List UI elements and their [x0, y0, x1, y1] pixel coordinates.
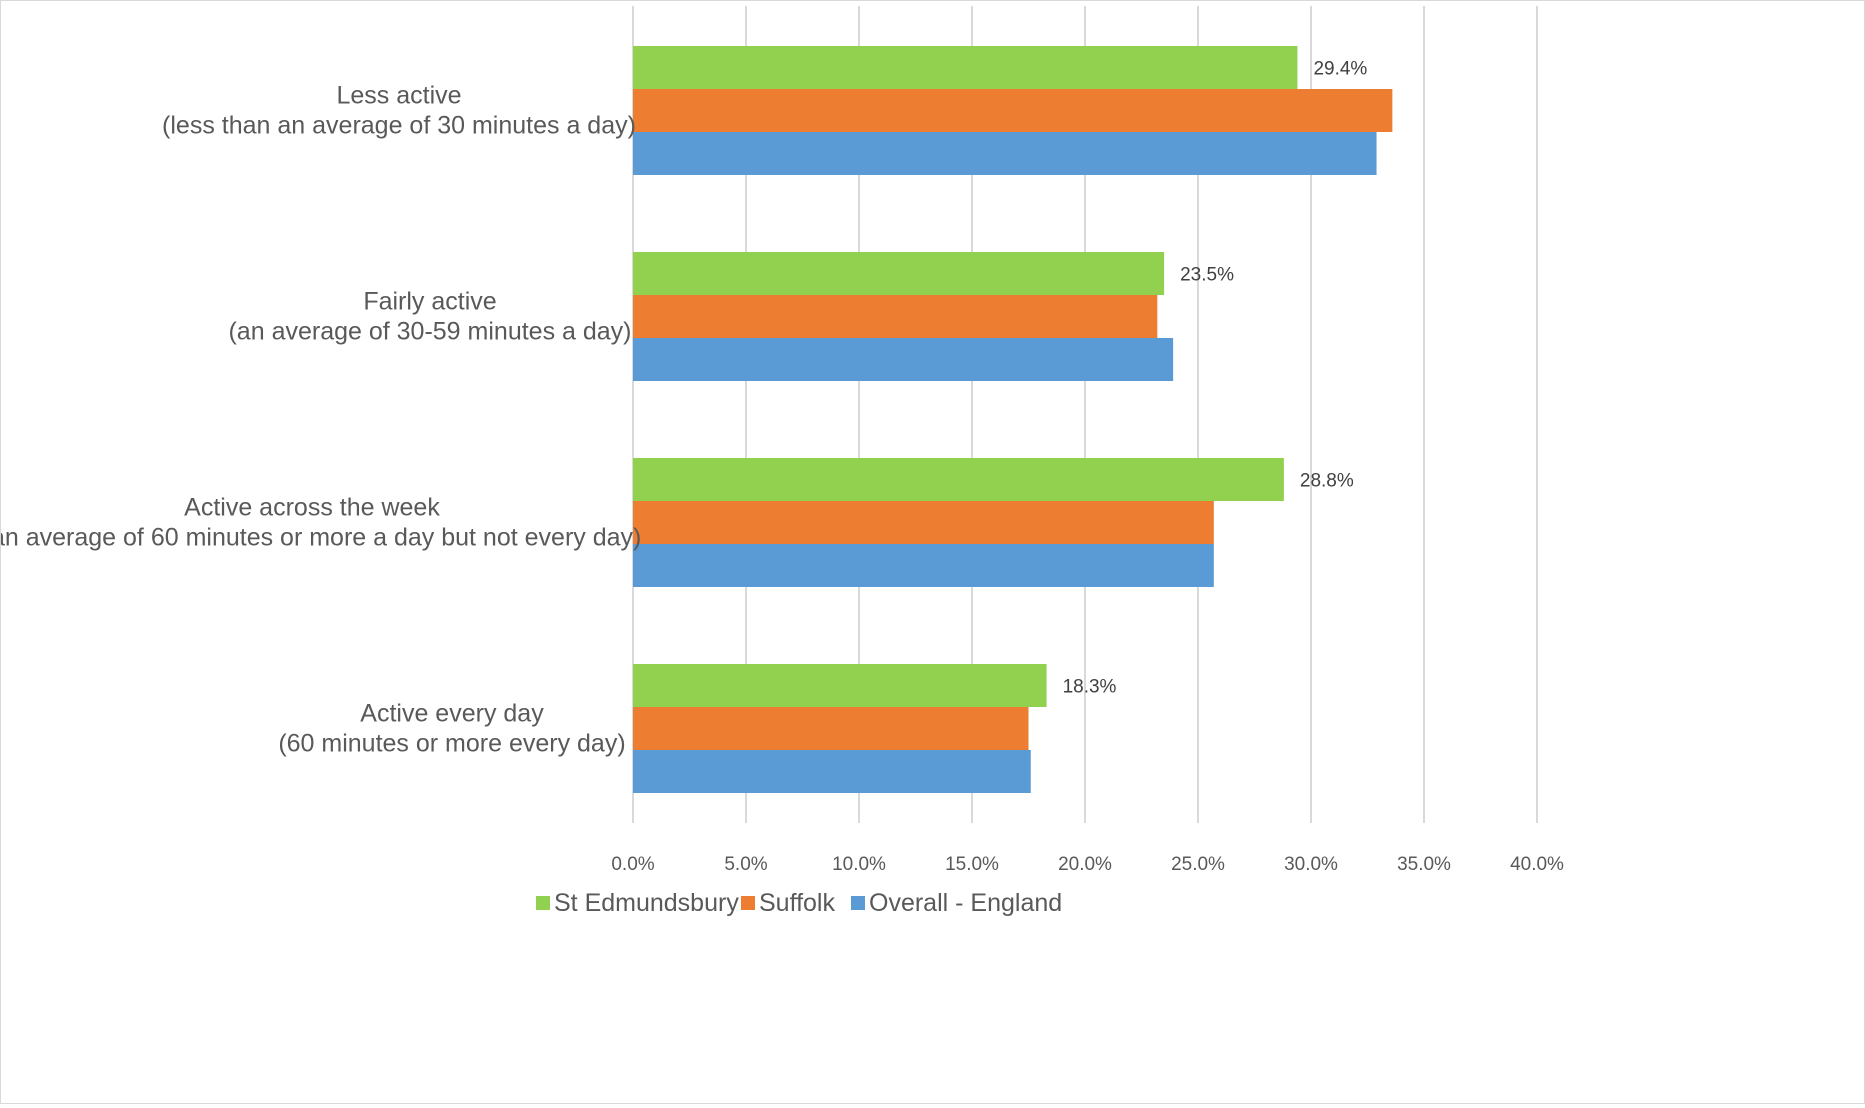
data-label: 28.8% [1300, 471, 1354, 492]
category-label: Active across the week [184, 494, 440, 522]
bar [633, 252, 1165, 295]
bar [633, 338, 1174, 381]
bar [633, 89, 1393, 132]
legend-swatch [851, 896, 865, 910]
legend-swatch [741, 896, 755, 910]
bar [633, 750, 1031, 793]
data-labels: 29.4% 23.5% 28.8% 18.3% [1063, 59, 1368, 698]
bar [633, 46, 1298, 89]
category-label: (60 minutes or more every day) [278, 730, 625, 758]
bar [633, 707, 1029, 750]
tick-label: 25.0% [1171, 854, 1225, 875]
x-axis-tick-labels: 0.0% 5.0% 10.0% 15.0% 20.0% 25.0% 30.0% 35.0% 40… [611, 854, 1564, 875]
category-labels: Less active(less than an average of 30 m… [0, 82, 641, 758]
category-label: Active every day [360, 700, 544, 728]
category-label: (an average of 60 minutes or more a day … [1, 524, 641, 552]
category-label: Less active [336, 82, 461, 110]
legend-label: Suffolk [759, 889, 835, 917]
category-label: Fairly active [363, 288, 496, 316]
data-label: 23.5% [1180, 265, 1234, 286]
legend: St Edmundsbury Suffolk Overall - England [536, 889, 1062, 917]
bars [633, 46, 1393, 793]
bar [633, 458, 1284, 501]
bar [633, 501, 1214, 544]
tick-label: 0.0% [611, 854, 654, 875]
category-label: (an average of 30-59 minutes a day) [228, 318, 631, 346]
tick-label: 15.0% [945, 854, 999, 875]
tick-label: 40.0% [1510, 854, 1564, 875]
bar [633, 132, 1377, 175]
data-label: 18.3% [1063, 677, 1117, 698]
category-label: (less than an average of 30 minutes a da… [162, 112, 636, 140]
tick-label: 35.0% [1397, 854, 1451, 875]
legend-label: St Edmundsbury [554, 889, 739, 917]
bar [633, 295, 1158, 338]
tick-label: 5.0% [724, 854, 767, 875]
tick-label: 20.0% [1058, 854, 1112, 875]
bar [633, 544, 1214, 587]
data-label: 29.4% [1313, 59, 1367, 80]
tick-label: 30.0% [1284, 854, 1338, 875]
tick-label: 10.0% [832, 854, 886, 875]
bar [633, 664, 1047, 707]
legend-label: Overall - England [869, 889, 1062, 917]
legend-swatch [536, 896, 550, 910]
